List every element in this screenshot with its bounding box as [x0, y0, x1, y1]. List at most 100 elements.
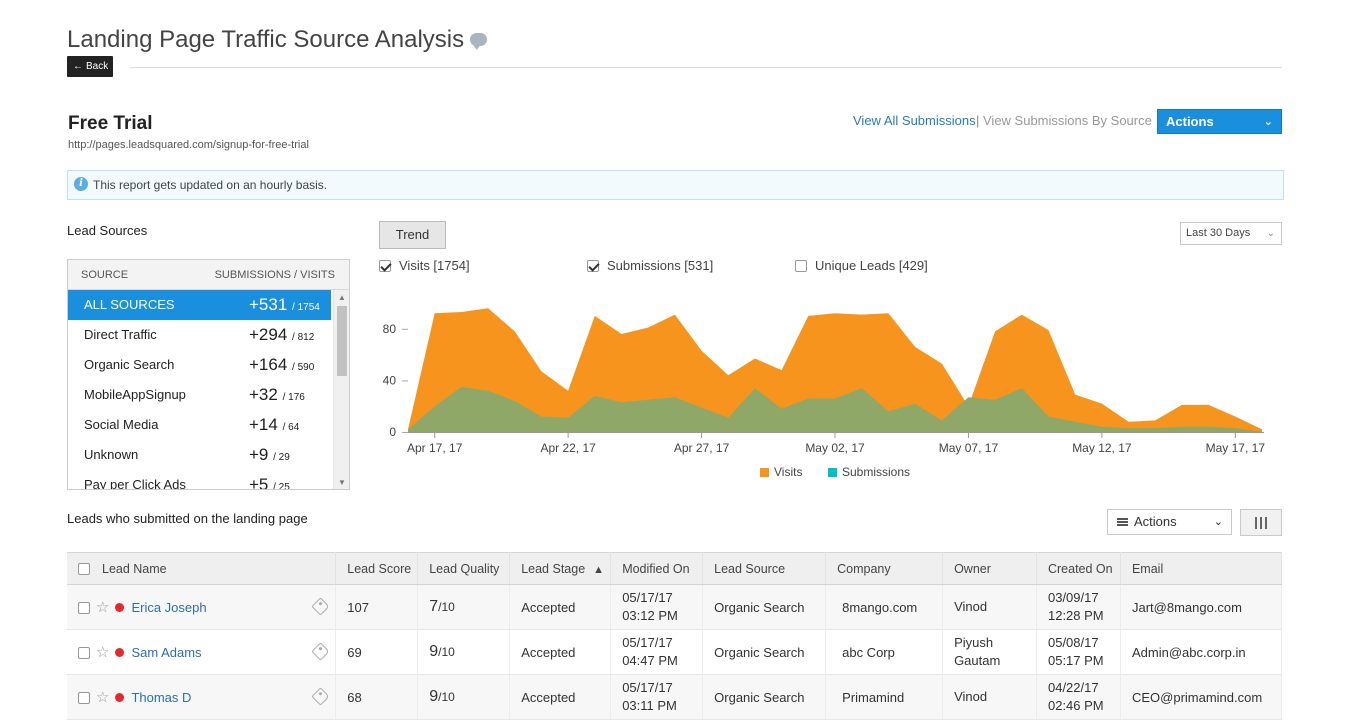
- col-lead-score[interactable]: Lead Score: [335, 552, 419, 585]
- col-lead-quality[interactable]: Lead Quality: [417, 552, 511, 585]
- unique-leads-toggle[interactable]: Unique Leads [429]: [795, 258, 928, 273]
- col-lead-source[interactable]: Lead Source: [702, 552, 827, 585]
- view-submissions-by-source-link[interactable]: View Submissions By Source: [983, 113, 1152, 128]
- col-lead-name-label: Lead Name: [102, 561, 167, 576]
- lead-name-link[interactable]: Erica Joseph: [131, 600, 207, 615]
- landing-page-url: http://pages.leadsquared.com/signup-for-…: [68, 139, 309, 151]
- row-checkbox[interactable]: [78, 692, 90, 704]
- email-cell: CEO@primamind.com: [1120, 674, 1283, 720]
- lead-source-visits: / 25: [273, 482, 290, 490]
- lead-name-cell: ☆ Erica Joseph: [67, 584, 337, 630]
- created-date: 05/08/17: [1047, 635, 1099, 650]
- lead-name-link[interactable]: Sam Adams: [131, 645, 202, 660]
- created-on-cell: 03/09/17 12:28 PM: [1036, 584, 1121, 630]
- traffic-area-chart: 0 40 80 Apr 17, 17 Apr 22, 17 Apr 27, 17 May 0…: [383, 308, 1266, 479]
- col-lead-stage[interactable]: Lead Stage ▲: [509, 552, 612, 585]
- lead-source-submissions: +32: [249, 385, 278, 404]
- tag-icon[interactable]: [311, 597, 330, 616]
- y-tick-label: 80: [383, 322, 397, 336]
- menu-icon: [1117, 518, 1128, 526]
- x-tick-label: May 12, 17: [1072, 441, 1132, 455]
- lead-sources-list: SOURCE SUBMISSIONS / VISITS ALL SOURCES +…: [67, 259, 350, 490]
- company-cell: abc Corp: [825, 629, 944, 675]
- lead-source-row[interactable]: Social Media +14 / 64: [68, 410, 331, 440]
- col-company[interactable]: Company: [825, 552, 944, 585]
- owner-cell: Vinod: [942, 584, 1037, 630]
- date-range-select[interactable]: Last 30 Days ⌄: [1180, 222, 1282, 245]
- owner-second: Gautam: [954, 653, 1001, 668]
- trend-button[interactable]: Trend: [379, 221, 446, 249]
- unique-leads-checkbox[interactable]: [795, 260, 807, 272]
- series-submissions-area: [408, 386, 1262, 432]
- x-tick-label: May 07, 17: [939, 441, 999, 455]
- col-owner[interactable]: Owner: [942, 552, 1037, 585]
- lead-source-name: Social Media: [84, 417, 159, 432]
- lead-quality-cell: 9/10: [417, 629, 511, 675]
- scroll-up-icon[interactable]: ▲: [338, 293, 346, 302]
- modified-on-cell: 05/17/17 04:47 PM: [610, 629, 704, 675]
- actions-label: Actions: [1166, 114, 1214, 129]
- actions-dropdown[interactable]: Actions ⌄: [1157, 109, 1282, 134]
- table-row[interactable]: ☆ Thomas D 68 9/10 Accepted 05/17/17 03:11 PM O…: [67, 674, 1283, 720]
- sort-ascending-icon[interactable]: ▲: [593, 563, 605, 576]
- tag-icon[interactable]: [311, 687, 330, 706]
- col-email[interactable]: Email: [1120, 552, 1283, 585]
- lead-source-row[interactable]: Unknown +9 / 29: [68, 440, 331, 470]
- chevron-down-icon: ⌄: [1263, 116, 1273, 128]
- lead-source-name: ALL SOURCES: [84, 297, 175, 312]
- lead-name-cell: ☆ Sam Adams: [67, 629, 337, 675]
- lead-source-submissions: +294: [249, 325, 288, 344]
- email-cell: Jart@8mango.com: [1120, 584, 1283, 630]
- visits-checkbox[interactable]: [379, 260, 391, 272]
- title-divider: [130, 67, 1282, 68]
- submissions-visits-column-header: SUBMISSIONS / VISITS: [214, 269, 335, 281]
- comment-icon[interactable]: [470, 33, 488, 51]
- table-row[interactable]: ☆ Sam Adams 69 9/10 Accepted 05/17/17 04:47 PM…: [67, 629, 1283, 675]
- lead-sources-title: Lead Sources: [67, 223, 148, 238]
- view-all-submissions-link[interactable]: View All Submissions: [853, 113, 976, 128]
- lead-source-row[interactable]: Pay per Click Ads +5 / 25: [68, 470, 331, 490]
- legend-label: Visits: [774, 465, 802, 479]
- columns-icon[interactable]: [1240, 509, 1282, 536]
- lead-source-row[interactable]: ALL SOURCES +531 / 1754: [68, 290, 331, 320]
- submissions-checkbox[interactable]: [587, 260, 599, 272]
- tag-icon[interactable]: [311, 642, 330, 661]
- page-title: Landing Page Traffic Source Analysis: [67, 26, 488, 54]
- scrollbar-thumb[interactable]: [337, 306, 347, 376]
- submissions-toggle[interactable]: Submissions [531]: [587, 258, 713, 273]
- lead-source-submissions: +531: [249, 295, 288, 314]
- scroll-down-icon[interactable]: ▼: [338, 478, 346, 487]
- visits-toggle[interactable]: Visits [1754]: [379, 258, 470, 273]
- x-tick-label: May 17, 17: [1206, 441, 1266, 455]
- owner-cell: Vinod: [942, 674, 1037, 720]
- lead-name-link[interactable]: Thomas D: [131, 690, 192, 705]
- owner-first: Vinod: [954, 599, 988, 614]
- lead-source-row[interactable]: Organic Search +164 / 590: [68, 350, 331, 380]
- table-row[interactable]: ☆ Erica Joseph 107 7/10 Accepted 05/17/17 03:1…: [67, 584, 1283, 630]
- x-tick-label: Apr 22, 17: [540, 441, 596, 455]
- lead-source-row[interactable]: MobileAppSignup +32 / 176: [68, 380, 331, 410]
- row-checkbox[interactable]: [78, 602, 90, 614]
- lead-source-visits: / 812: [292, 332, 315, 343]
- created-time: 02:46 PM: [1047, 698, 1104, 713]
- legend-label: Submissions: [842, 465, 910, 479]
- leads-actions-dropdown[interactable]: Actions ⌄: [1107, 509, 1232, 535]
- col-modified-on[interactable]: Modified On: [610, 552, 704, 585]
- created-date: 04/22/17: [1047, 680, 1099, 695]
- col-created-on[interactable]: Created On: [1036, 552, 1121, 585]
- lead-source-row[interactable]: Direct Traffic +294 / 812: [68, 320, 331, 350]
- lead-source-cell: Organic Search: [702, 674, 827, 720]
- row-checkbox[interactable]: [78, 647, 90, 659]
- star-icon[interactable]: ☆: [96, 689, 110, 706]
- leads-table-title: Leads who submitted on the landing page: [67, 511, 308, 526]
- x-tick-label: May 02, 17: [805, 441, 865, 455]
- lead-score-cell: 107: [335, 584, 419, 630]
- select-all-checkbox[interactable]: [78, 562, 90, 575]
- lead-sources-scrollbar[interactable]: ▲ ▼: [333, 290, 349, 489]
- star-icon[interactable]: ☆: [96, 599, 110, 616]
- lead-source-name: Unknown: [84, 447, 139, 462]
- col-lead-name[interactable]: Lead Name: [67, 552, 337, 585]
- back-button[interactable]: ← Back: [67, 56, 113, 77]
- x-tick-label: Apr 27, 17: [674, 441, 730, 455]
- star-icon[interactable]: ☆: [96, 644, 110, 661]
